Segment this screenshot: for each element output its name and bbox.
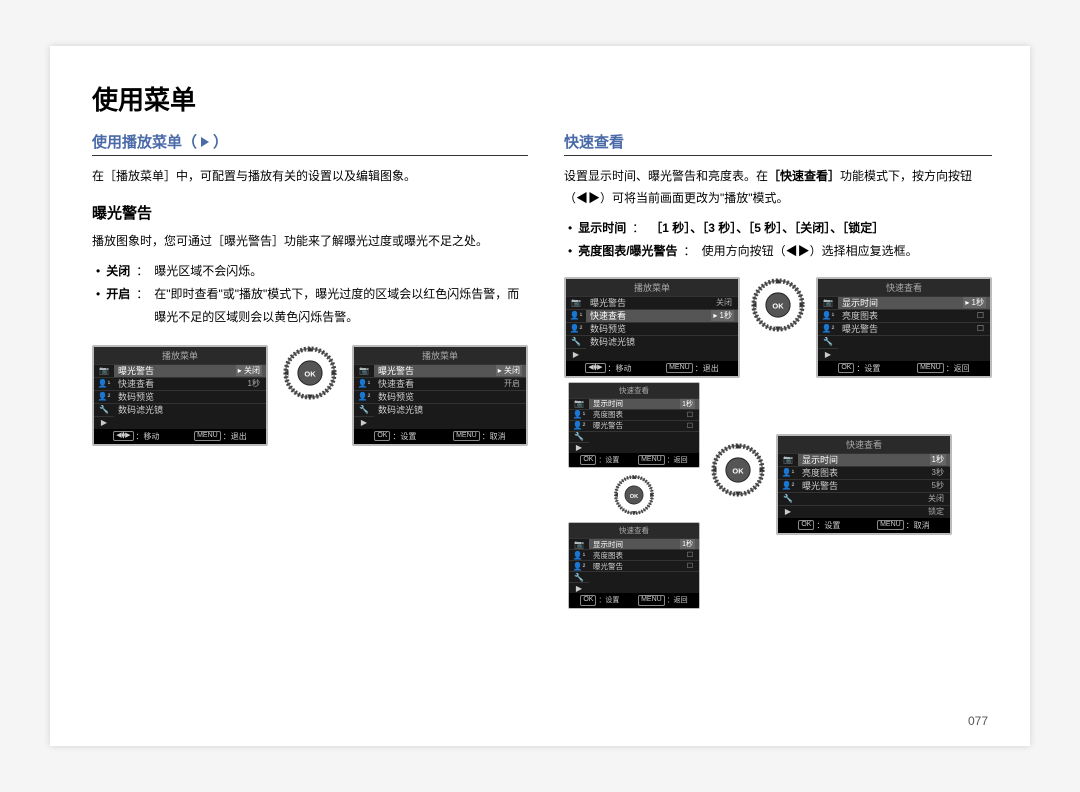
bullet-label: 亮度图表/曝光警告 <box>578 240 677 263</box>
manual-page: 使用菜单 使用播放菜单（ ） 在［播放菜单］中，可配置与播放有关的设置以及编辑图… <box>50 46 1030 746</box>
arrows-lr-icon: ◀▶ <box>786 244 810 258</box>
svg-text:OK: OK <box>732 467 744 476</box>
right-column: 快速查看 设置显示时间、曝光警告和亮度表。在［快速查看］功能模式下，按方向按钮（… <box>564 131 992 609</box>
bullet-row: • 亮度图表/曝光警告 ： 使用方向按钮（◀▶）选择相应复选框。 <box>568 240 992 263</box>
left-menu-row: 播放菜单 📷👤¹👤²🔧▶ 曝光警告▸ 关闭快速查看1秒数码预览数码滤光镜 ◀⧫▶… <box>92 345 528 446</box>
bullet-text: 在"即时查看"或"播放"模式下，曝光过度的区域会以红色闪烁告警，而曝光不足的区域… <box>154 283 528 329</box>
right-section-heading: 快速查看 <box>564 131 992 156</box>
bullet-value: 使用方向按钮（◀▶）选择相应复选框。 <box>702 240 918 263</box>
dial-icon: OK <box>613 474 655 516</box>
menu-quick-b: 快速查看 📷👤¹👤²🔧▶ 显示时间1秒亮度图表3秒曝光警告5秒关闭锁定 OK：设… <box>776 434 952 535</box>
bullet-dot: • <box>96 260 100 283</box>
two-column-layout: 使用播放菜单（ ） 在［播放菜单］中，可配置与播放有关的设置以及编辑图象。 曝光… <box>92 131 988 609</box>
bullet-colon: ： <box>136 260 148 283</box>
left-column: 使用播放菜单（ ） 在［播放菜单］中，可配置与播放有关的设置以及编辑图象。 曝光… <box>92 131 528 609</box>
bullet-row: • 开启 ： 在"即时查看"或"播放"模式下，曝光过度的区域会以红色闪烁告警，而… <box>96 283 528 329</box>
svg-text:OK: OK <box>630 494 638 500</box>
menu-quick-mini1: 快速查看 📷👤¹👤²🔧▶ 显示时间1秒亮度图表☐曝光警告☐ OK：设置 MENU… <box>568 382 700 468</box>
left-bullets: • 关闭 ： 曝光区域不会闪烁。 • 开启 ： 在"即时查看"或"播放"模式下，… <box>96 260 528 328</box>
dial-icon: OK <box>750 277 806 333</box>
quick-b-wrap: 快速查看 📷👤¹👤²🔧▶ 显示时间1秒亮度图表3秒曝光警告5秒关闭锁定 OK：设… <box>776 434 952 535</box>
bullet-label: 显示时间 <box>578 217 626 240</box>
menu-playback-b: 播放菜单 📷👤¹👤²🔧▶ 曝光警告▸ 关闭快速查看开启数码预览数码滤光镜 OK：… <box>352 345 528 446</box>
bullet-label: 关闭 <box>106 260 130 283</box>
right-bullets: • 显示时间 ： ［1 秒］、［3 秒］、［5 秒］、［关闭］、［锁定］ • 亮… <box>568 217 992 263</box>
svg-text:OK: OK <box>772 302 784 311</box>
bullet-text: 曝光区域不会闪烁。 <box>154 260 262 283</box>
bullet-label: 开启 <box>106 283 130 329</box>
page-title: 使用菜单 <box>92 80 988 117</box>
bullet-colon: ： <box>136 283 148 329</box>
heading-suffix: ） <box>213 131 228 152</box>
left-intro: 在［播放菜单］中，可配置与播放有关的设置以及编辑图象。 <box>92 166 528 188</box>
left-section-heading: 使用播放菜单（ ） <box>92 131 528 156</box>
bullet-row: • 关闭 ： 曝光区域不会闪烁。 <box>96 260 528 283</box>
bullet-row: • 显示时间 ： ［1 秒］、［3 秒］、［5 秒］、［关闭］、［锁定］ <box>568 217 992 240</box>
play-triangle-icon <box>201 137 209 147</box>
menu-playback-c: 播放菜单 📷👤¹👤²🔧▶ 曝光警告关闭快速查看▸ 1秒数码预览数码滤光镜 ◀⧫▶… <box>564 277 740 378</box>
svg-text:OK: OK <box>304 369 316 378</box>
menu-quick-mini2: 快速查看 📷👤¹👤²🔧▶ 显示时间1秒亮度图表☐曝光警告☐ OK：设置 MENU… <box>568 522 700 608</box>
right-flow-top: 播放菜单 📷👤¹👤²🔧▶ 曝光警告关闭快速查看▸ 1秒数码预览数码滤光镜 ◀⧫▶… <box>564 277 992 378</box>
right-intro: 设置显示时间、曝光警告和亮度表。在［快速查看］功能模式下，按方向按钮（◀▶）可将… <box>564 166 992 209</box>
menu-quick-a: 快速查看 📷👤¹👤²🔧▶ 显示时间▸ 1秒亮度图表☐曝光警告☐ OK：设置 ME… <box>816 277 992 378</box>
right-flow-bottom: 快速查看 📷👤¹👤²🔧▶ 显示时间1秒亮度图表☐曝光警告☐ OK：设置 MENU… <box>564 382 992 609</box>
left-subheading: 曝光警告 <box>92 202 528 223</box>
dial-icon: OK <box>710 442 766 498</box>
bullet-value: ［1 秒］、［3 秒］、［5 秒］、［关闭］、［锁定］ <box>650 217 884 240</box>
arrows-lr-icon: ◀▶ <box>576 191 600 205</box>
left-sub-intro: 播放图象时，您可通过［曝光警告］功能来了解曝光过度或曝光不足之处。 <box>92 231 528 253</box>
heading-prefix: 使用播放菜单（ <box>92 131 197 152</box>
menu-playback-a: 播放菜单 📷👤¹👤²🔧▶ 曝光警告▸ 关闭快速查看1秒数码预览数码滤光镜 ◀⧫▶… <box>92 345 268 446</box>
bullet-dot: • <box>96 283 100 329</box>
page-number: 077 <box>968 714 988 728</box>
dial-icon: OK <box>282 345 338 401</box>
mini-column: 快速查看 📷👤¹👤²🔧▶ 显示时间1秒亮度图表☐曝光警告☐ OK：设置 MENU… <box>568 382 700 609</box>
